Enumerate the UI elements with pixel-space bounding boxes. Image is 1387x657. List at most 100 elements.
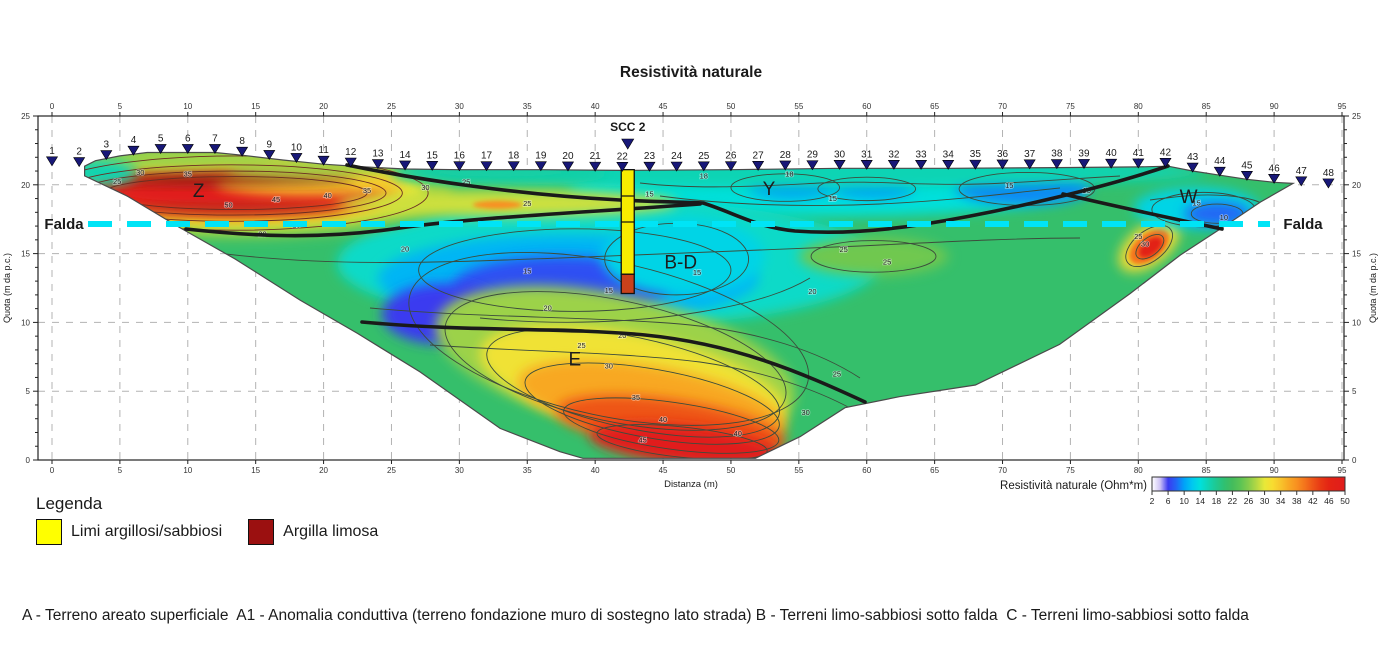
electrode-label: 42 bbox=[1160, 147, 1172, 158]
x-tick-label-top: 35 bbox=[523, 102, 532, 111]
electrode-label: 5 bbox=[158, 133, 164, 144]
y-axis-label-left: Quota (m da p.c.) bbox=[2, 253, 12, 323]
electrode-marker bbox=[1132, 158, 1145, 169]
contour-label: 25 bbox=[523, 199, 531, 208]
contour-label: 15 bbox=[523, 266, 531, 275]
borehole-label: SCC 2 bbox=[610, 120, 646, 134]
electrode-marker bbox=[534, 161, 547, 172]
contour-label: 15 bbox=[605, 286, 613, 295]
x-tick-label-bottom: 70 bbox=[998, 466, 1007, 475]
colorbar-tick-label: 42 bbox=[1308, 496, 1318, 506]
field-blob bbox=[1138, 237, 1163, 258]
electrode-marker bbox=[670, 161, 683, 172]
contour-label: 40 bbox=[734, 429, 742, 438]
electrode-marker bbox=[1105, 158, 1118, 169]
x-tick-label-bottom: 10 bbox=[183, 466, 192, 475]
electrode-marker bbox=[1322, 178, 1335, 189]
interpretation-line bbox=[345, 163, 1170, 234]
contour-line bbox=[639, 175, 1121, 188]
electrode-label: 31 bbox=[861, 149, 873, 160]
electrode-marker bbox=[1050, 159, 1063, 170]
legend-label-argilla-limosa: Argilla limosa bbox=[283, 523, 379, 540]
x-tick-label-top: 0 bbox=[50, 102, 55, 111]
electrode-marker bbox=[344, 157, 357, 168]
electrode-label: 26 bbox=[725, 151, 737, 162]
electrode-marker bbox=[73, 157, 86, 168]
y-tick-label-right: 10 bbox=[1352, 318, 1361, 327]
contour-label: 15 bbox=[693, 268, 701, 277]
legend-items: Limi argillosi/sabbiosi Argilla limosa bbox=[36, 519, 404, 545]
electrode-marker bbox=[263, 150, 276, 161]
colorbar-tick-label: 18 bbox=[1212, 496, 1222, 506]
contour-ring bbox=[524, 362, 780, 445]
electrode-label: 32 bbox=[888, 149, 900, 160]
contour-label: 30 bbox=[421, 183, 429, 192]
electrode-label: 11 bbox=[318, 145, 329, 156]
y-tick-label-right: 15 bbox=[1352, 250, 1361, 259]
electrode-marker bbox=[1295, 176, 1308, 187]
electrode-label: 19 bbox=[535, 151, 547, 162]
legend: Legenda Limi argillosi/sabbiosi Argilla … bbox=[36, 494, 404, 545]
falda-label-left: Falda bbox=[44, 216, 84, 233]
electrode-label: 37 bbox=[1024, 149, 1036, 160]
electrode-marker bbox=[942, 159, 955, 170]
x-tick-label-top: 75 bbox=[1066, 102, 1075, 111]
contour-label: 45 bbox=[272, 195, 280, 204]
electrode-marker bbox=[127, 145, 140, 156]
x-tick-label-bottom: 60 bbox=[862, 466, 871, 475]
electrode-marker bbox=[915, 159, 928, 170]
contour-label: 18 bbox=[785, 169, 793, 178]
colorbar-tick-label: 26 bbox=[1244, 496, 1254, 506]
electrode-label: 43 bbox=[1187, 152, 1199, 163]
caption-line-1: A - Terreno areato superficiale A1 - Ano… bbox=[22, 607, 1249, 624]
x-tick-label-top: 50 bbox=[726, 102, 735, 111]
contour-label: 20 bbox=[808, 287, 816, 296]
zone-label-y: Y bbox=[763, 179, 776, 200]
electrode-marker bbox=[181, 144, 194, 155]
electrode-marker bbox=[806, 160, 819, 171]
caption-notes: A - Terreno areato superficiale A1 - Ano… bbox=[22, 558, 1249, 657]
x-tick-label-top: 5 bbox=[118, 102, 123, 111]
y-tick-label-left: 10 bbox=[21, 318, 30, 327]
electrode-label: 20 bbox=[562, 151, 574, 162]
x-tick-label-bottom: 65 bbox=[930, 466, 939, 475]
contour-ring bbox=[810, 240, 937, 273]
electrode-marker bbox=[724, 161, 737, 172]
colorbar-tick-label: 22 bbox=[1228, 496, 1238, 506]
electrode-marker bbox=[371, 159, 384, 170]
electrode-marker bbox=[1186, 162, 1199, 173]
contour-line bbox=[369, 307, 861, 379]
contour-label: 25 bbox=[462, 178, 470, 187]
zone-label-b-d: B-D bbox=[664, 253, 697, 274]
contour-label: 40 bbox=[659, 415, 667, 424]
electrode-marker bbox=[1077, 159, 1091, 169]
legend-label-limi-argillosi: Limi argillosi/sabbiosi bbox=[71, 523, 223, 540]
electrode-label: 36 bbox=[997, 149, 1009, 160]
colorbar-tick-label: 38 bbox=[1292, 496, 1302, 506]
x-tick-label-top: 80 bbox=[1134, 102, 1143, 111]
electrode-label: 33 bbox=[915, 149, 927, 160]
contour-ring bbox=[1135, 234, 1165, 260]
electrode-marker bbox=[860, 159, 873, 170]
contour-label: 30 bbox=[605, 361, 613, 370]
x-tick-label-bottom: 25 bbox=[387, 466, 396, 475]
electrode-label: 15 bbox=[427, 150, 439, 161]
x-tick-label-bottom: 0 bbox=[50, 466, 55, 475]
electrode-label: 17 bbox=[481, 151, 493, 162]
electrode-label: 41 bbox=[1133, 148, 1145, 159]
electrode-label: 48 bbox=[1323, 168, 1335, 179]
electrode-marker bbox=[507, 161, 520, 172]
contour-label: 25 bbox=[113, 177, 121, 186]
y-tick-label-left: 5 bbox=[26, 387, 31, 396]
x-tick-label-top: 15 bbox=[251, 102, 260, 111]
axis-ticks: 0055101015152020252530303535404045455050… bbox=[21, 102, 1361, 475]
electrode-marker bbox=[453, 161, 466, 172]
x-tick-label-bottom: 30 bbox=[455, 466, 464, 475]
colorbar-tick-label: 46 bbox=[1324, 496, 1334, 506]
electrode-label: 10 bbox=[291, 142, 303, 153]
contour-ring bbox=[84, 164, 403, 222]
electrode-marker bbox=[426, 161, 439, 171]
electrode-marker bbox=[100, 150, 113, 161]
y-tick-label-left: 0 bbox=[26, 456, 31, 465]
electrode-marker bbox=[317, 155, 330, 166]
